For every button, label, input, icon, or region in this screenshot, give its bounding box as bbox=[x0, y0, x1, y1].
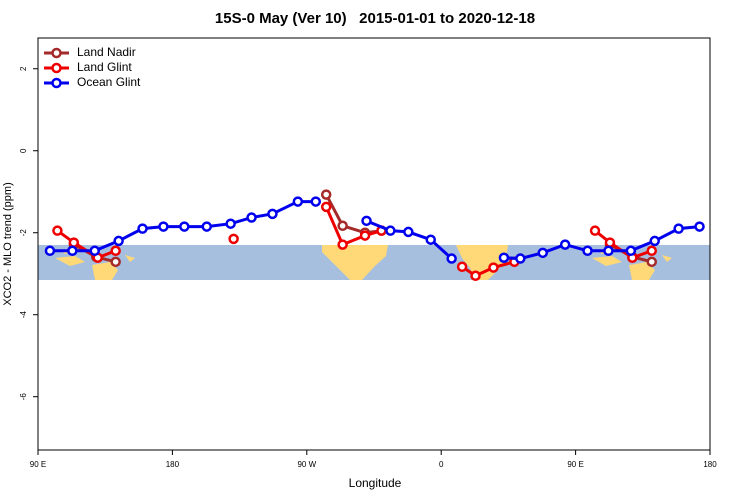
data-point bbox=[267, 208, 278, 220]
series bbox=[44, 196, 705, 264]
data-point bbox=[113, 235, 124, 247]
x-axis-label: Longitude bbox=[349, 476, 402, 490]
data-point bbox=[67, 245, 78, 257]
legend-label: Land Glint bbox=[77, 60, 132, 74]
legend-marker bbox=[51, 62, 62, 74]
data-point bbox=[603, 245, 614, 257]
data-point bbox=[44, 245, 56, 257]
data-point bbox=[604, 237, 616, 248]
y-tick-label: -6 bbox=[19, 393, 28, 401]
data-point bbox=[649, 235, 660, 247]
data-point bbox=[673, 223, 684, 234]
data-point bbox=[498, 252, 510, 263]
series-line bbox=[461, 260, 515, 278]
data-point bbox=[589, 225, 601, 236]
land-south-america bbox=[322, 245, 388, 280]
y-tick-label: -2 bbox=[19, 229, 28, 237]
x-tick-label: 90 E bbox=[30, 460, 46, 469]
data-point bbox=[625, 245, 637, 257]
data-point bbox=[537, 247, 548, 259]
data-point bbox=[559, 239, 571, 250]
legend-marker bbox=[51, 47, 62, 59]
data-point bbox=[694, 221, 705, 232]
data-point bbox=[337, 239, 348, 250]
y-tick-label: 0 bbox=[19, 148, 28, 153]
data-point bbox=[646, 256, 658, 268]
series-line bbox=[324, 206, 382, 247]
plot-frame bbox=[37, 37, 711, 451]
y-tick-label: -4 bbox=[19, 311, 28, 319]
data-point bbox=[515, 253, 526, 264]
data-point bbox=[385, 225, 396, 236]
data-point bbox=[179, 221, 190, 232]
y-axis-label: XCO2 - MLO trend (ppm) bbox=[2, 182, 14, 305]
data-point bbox=[110, 245, 121, 257]
data-point bbox=[337, 220, 348, 232]
legend-label: Land Nadir bbox=[77, 45, 136, 59]
data-point bbox=[456, 261, 468, 273]
x-tick-label: 90 W bbox=[297, 460, 316, 469]
land-maritime-continent bbox=[55, 250, 135, 280]
series-line bbox=[503, 225, 700, 261]
data-point bbox=[446, 253, 457, 264]
data-point bbox=[582, 245, 593, 257]
data-point bbox=[310, 196, 322, 207]
x-tick-label: 180 bbox=[166, 460, 180, 469]
data-point bbox=[110, 256, 121, 268]
data-point bbox=[488, 262, 499, 273]
data-point bbox=[225, 218, 236, 229]
legend-label: Ocean Glint bbox=[77, 75, 141, 89]
data-point bbox=[359, 230, 371, 241]
y-tick-label: 2 bbox=[19, 66, 28, 71]
x-tick-label: 180 bbox=[703, 460, 717, 469]
data-point bbox=[158, 221, 169, 232]
legend-marker bbox=[51, 77, 62, 89]
data-point bbox=[425, 234, 436, 245]
data-point bbox=[201, 221, 212, 232]
data-point bbox=[361, 215, 372, 227]
data-point bbox=[68, 237, 80, 248]
data-point bbox=[403, 226, 414, 238]
chart-title: 15S-0 May (Ver 10) 2015-01-01 to 2020-12… bbox=[215, 10, 535, 27]
data-point bbox=[320, 201, 332, 213]
x-tick-label: 90 E bbox=[567, 460, 583, 469]
data-point bbox=[52, 225, 63, 236]
land-maritime-continent bbox=[592, 250, 672, 280]
data-point bbox=[137, 223, 148, 234]
data-point bbox=[228, 233, 239, 245]
x-tick-label: 0 bbox=[439, 460, 444, 469]
data-point bbox=[246, 212, 257, 223]
data-point bbox=[89, 245, 100, 257]
data-point bbox=[646, 245, 658, 257]
data-point bbox=[320, 189, 332, 200]
data-point bbox=[470, 270, 481, 282]
data-point bbox=[292, 196, 304, 207]
